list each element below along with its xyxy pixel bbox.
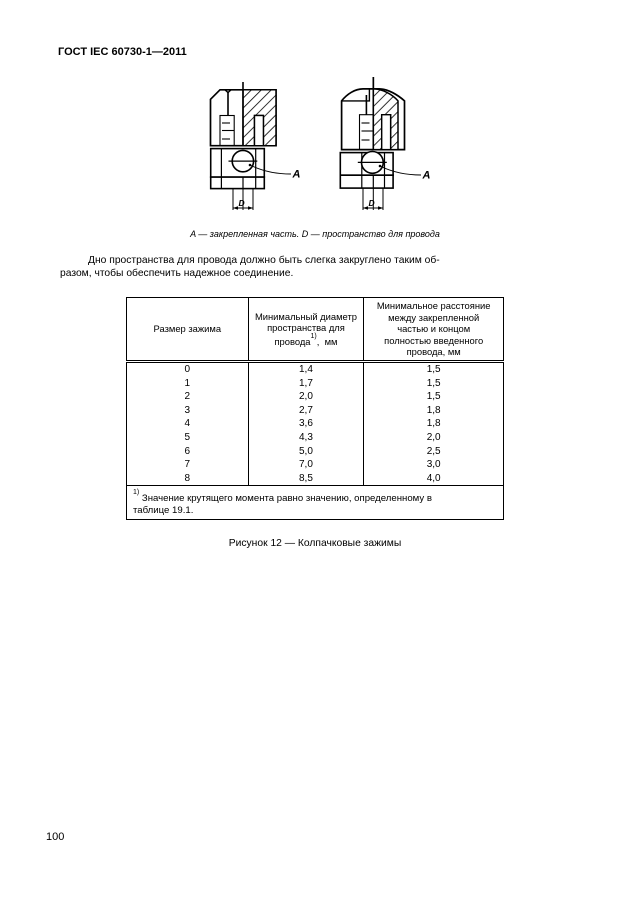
svg-text:A: A xyxy=(422,170,431,182)
svg-text:D: D xyxy=(369,198,375,208)
svg-text:D: D xyxy=(239,198,245,208)
svg-text:A: A xyxy=(292,169,301,181)
